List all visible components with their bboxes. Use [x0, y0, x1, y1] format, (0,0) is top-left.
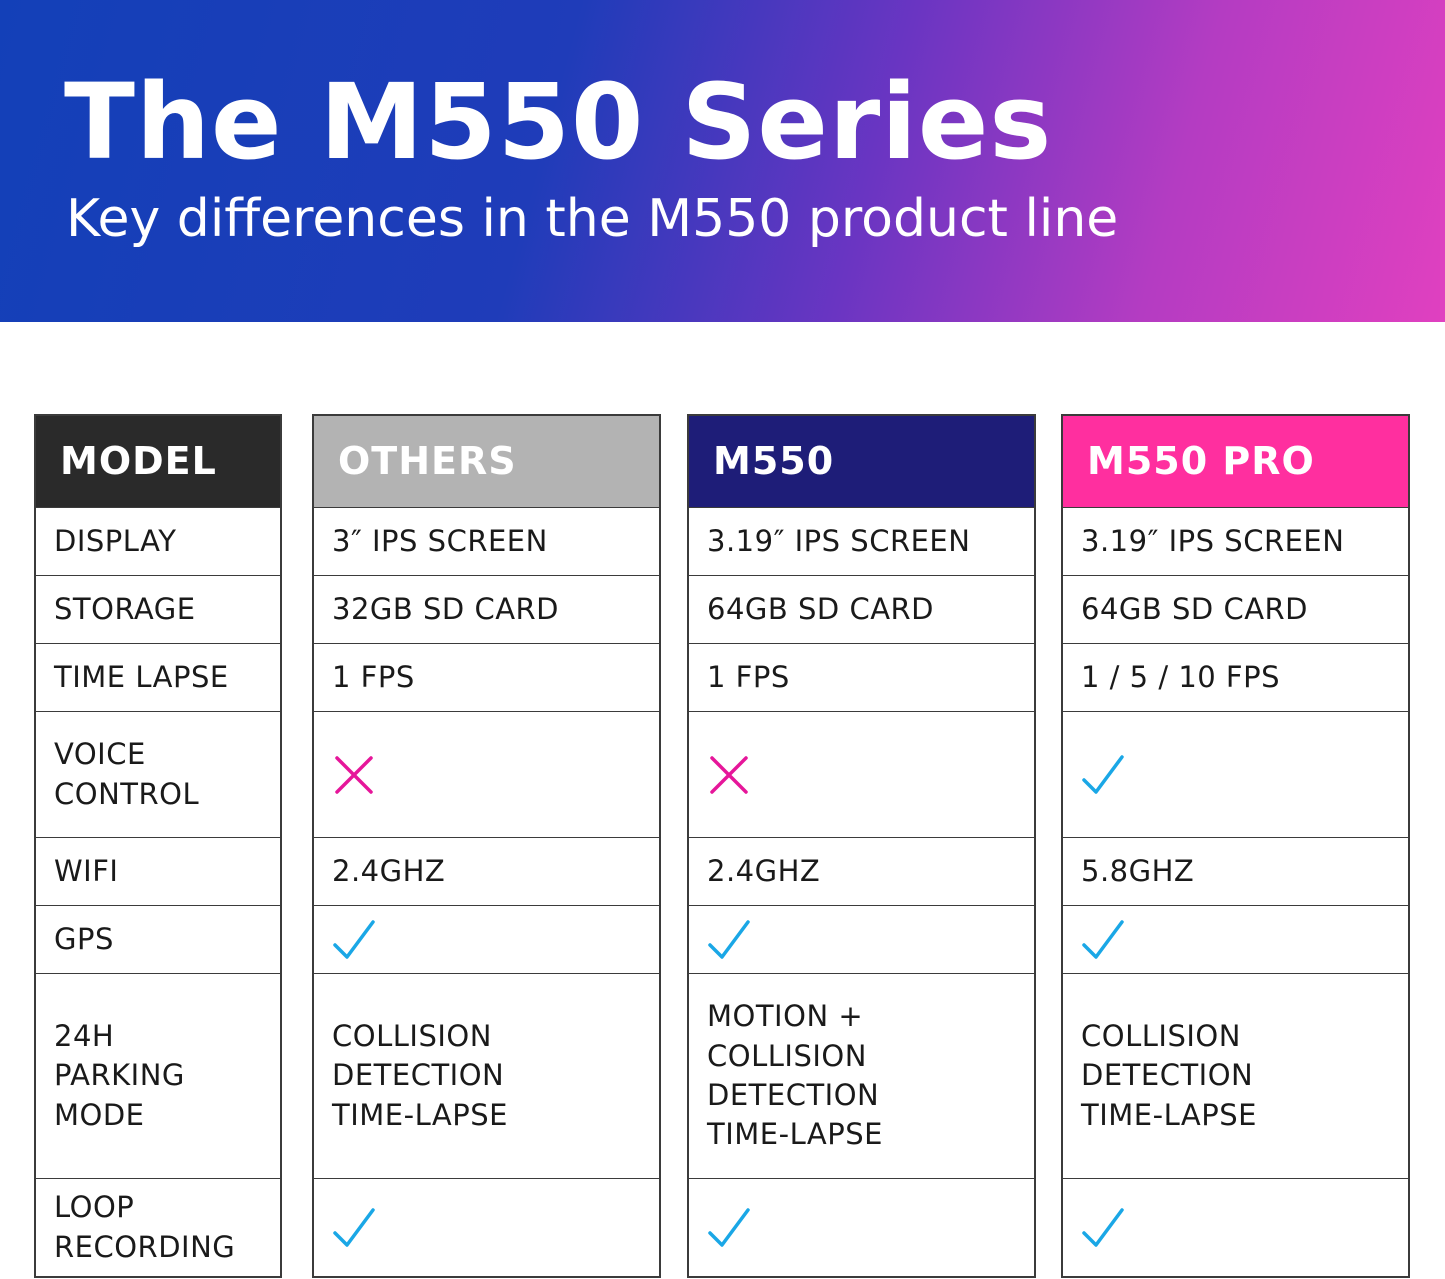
pro-loop-recording [1063, 1179, 1408, 1276]
m550-pro-header: M550 PRO [1063, 416, 1408, 508]
feature-gps: GPS [36, 906, 280, 974]
cross-icon [335, 755, 373, 794]
m550-column: M550 3.19″ IPS SCREEN 64GB SD CARD 1 FPS… [687, 414, 1036, 1278]
pro-wifi: 5.8GHZ [1063, 838, 1408, 906]
feature-time-lapse: TIME LAPSE [36, 644, 280, 712]
m550-storage: 64GB SD CARD [689, 576, 1034, 644]
pro-storage: 64GB SD CARD [1063, 576, 1408, 644]
m550-pro-column: M550 PRO 3.19″ IPS SCREEN 64GB SD CARD 1… [1061, 414, 1410, 1278]
model-header: MODEL [36, 416, 280, 508]
m550-display: 3.19″ IPS SCREEN [689, 508, 1034, 576]
others-header: OTHERS [314, 416, 659, 508]
check-icon [708, 919, 750, 959]
pro-time-lapse: 1 / 5 / 10 FPS [1063, 644, 1408, 712]
header-banner: The M550 Series Key differences in the M… [0, 0, 1445, 322]
feature-storage: STORAGE [36, 576, 280, 644]
m550-time-lapse: 1 FPS [689, 644, 1034, 712]
others-display: 3″ IPS SCREEN [314, 508, 659, 576]
feature-display: DISPLAY [36, 508, 280, 576]
others-storage: 32GB SD CARD [314, 576, 659, 644]
m550-header: M550 [689, 416, 1034, 508]
m550-voice-control [689, 712, 1034, 838]
model-column: MODEL DISPLAY STORAGE TIME LAPSE VOICE C… [34, 414, 282, 1278]
feature-loop-recording: LOOP RECORDING [54, 1190, 236, 1264]
check-icon [333, 919, 375, 959]
cross-icon [710, 755, 748, 794]
others-gps [314, 906, 659, 974]
others-parking-mode: COLLISION DETECTION TIME-LAPSE [314, 974, 659, 1179]
check-icon [1082, 1207, 1124, 1247]
check-icon [333, 1207, 375, 1247]
check-icon [1082, 754, 1124, 794]
check-icon [1082, 919, 1124, 959]
pro-voice-control [1063, 712, 1408, 838]
feature-voice-control: VOICE CONTROL [36, 712, 280, 838]
others-time-lapse: 1 FPS [314, 644, 659, 712]
pro-gps [1063, 906, 1408, 974]
check-icon [708, 1207, 750, 1247]
m550-parking-mode: MOTION + COLLISION DETECTION TIME-LAPSE [689, 974, 1034, 1179]
feature-parking-mode: 24H PARKING MODE [36, 974, 280, 1179]
page-title: The M550 Series [64, 61, 1053, 183]
m550-gps [689, 906, 1034, 974]
page-subtitle: Key differences in the M550 product line [66, 189, 1119, 249]
m550-loop-recording [689, 1179, 1034, 1276]
feature-wifi: WIFI [36, 838, 280, 906]
others-wifi: 2.4GHZ [314, 838, 659, 906]
others-voice-control [314, 712, 659, 838]
m550-wifi: 2.4GHZ [689, 838, 1034, 906]
pro-display: 3.19″ IPS SCREEN [1063, 508, 1408, 576]
others-loop-recording [314, 1179, 659, 1276]
others-column: OTHERS 3″ IPS SCREEN 32GB SD CARD 1 FPS … [312, 414, 661, 1278]
pro-parking-mode: COLLISION DETECTION TIME-LAPSE [1063, 974, 1408, 1179]
